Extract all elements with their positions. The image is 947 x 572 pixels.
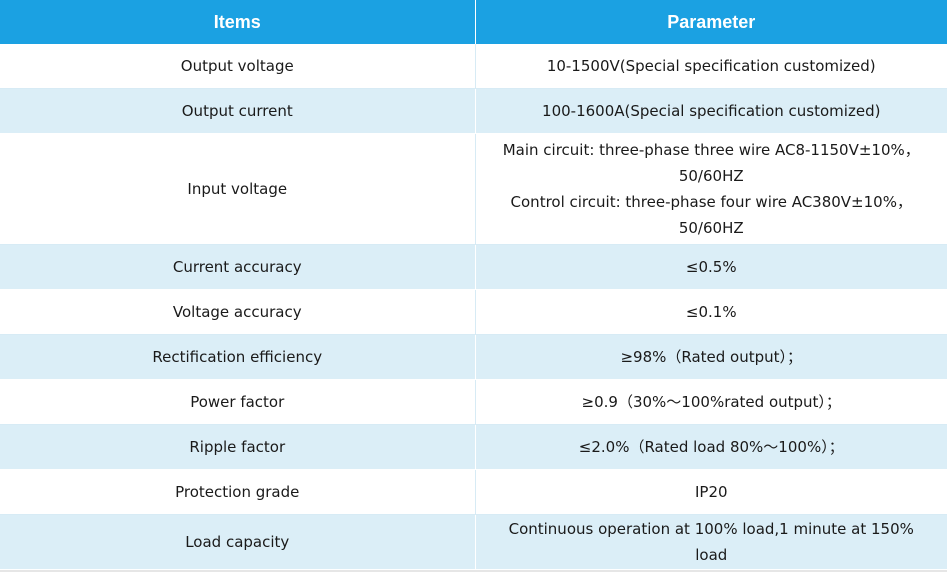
param-line: load bbox=[695, 546, 728, 564]
table-row: Protection grade IP20 bbox=[0, 469, 947, 515]
header-items: Items bbox=[0, 0, 476, 44]
param-line: Continuous operation at 100% load,1 minu… bbox=[508, 520, 914, 538]
item-cell: Input voltage bbox=[0, 133, 476, 245]
table-row: Output current 100-1600A(Special specifi… bbox=[0, 88, 947, 134]
item-cell: Load capacity bbox=[0, 514, 476, 570]
item-cell: Protection grade bbox=[0, 469, 476, 515]
param-cell: IP20 bbox=[475, 469, 947, 515]
param-cell: ≤0.5% bbox=[475, 244, 947, 290]
param-cell: ≤2.0%（Rated load 80%～100%）； bbox=[475, 424, 947, 470]
table-row: Current accuracy ≤0.5% bbox=[0, 244, 947, 290]
param-cell: ≥0.9（30%～100%rated output）； bbox=[475, 379, 947, 425]
table-row: Ripple factor ≤2.0%（Rated load 80%～100%）… bbox=[0, 424, 947, 470]
param-line: 50/60HZ bbox=[678, 167, 744, 185]
item-cell: Output voltage bbox=[0, 44, 476, 89]
header-parameter: Parameter bbox=[475, 0, 947, 44]
param-line: Main circuit: three-phase three wire AC8… bbox=[502, 141, 920, 159]
table-row: Load capacity Continuous operation at 10… bbox=[0, 514, 947, 570]
param-cell: ≥98%（Rated output）； bbox=[475, 334, 947, 380]
item-cell: Output current bbox=[0, 88, 476, 134]
param-line: Control circuit: three-phase four wire A… bbox=[510, 193, 912, 211]
table-row: Output voltage 10-1500V(Special specific… bbox=[0, 44, 947, 89]
param-cell: Continuous operation at 100% load,1 minu… bbox=[475, 514, 947, 570]
header-row: Items Parameter bbox=[0, 0, 947, 44]
param-cell: ≤0.1% bbox=[475, 289, 947, 335]
item-cell: Ripple factor bbox=[0, 424, 476, 470]
table-row: Power factor ≥0.9（30%～100%rated output）； bbox=[0, 379, 947, 425]
item-cell: Current accuracy bbox=[0, 244, 476, 290]
param-cell: 100-1600A(Special specification customiz… bbox=[475, 88, 947, 134]
table-row: Voltage accuracy ≤0.1% bbox=[0, 289, 947, 335]
item-cell: Voltage accuracy bbox=[0, 289, 476, 335]
item-cell: Rectification efficiency bbox=[0, 334, 476, 380]
param-line: 50/60HZ bbox=[678, 219, 744, 237]
table-row: Rectification efficiency ≥98%（Rated outp… bbox=[0, 334, 947, 380]
table-row: Input voltage Main circuit: three-phase … bbox=[0, 133, 947, 245]
param-cell: Main circuit: three-phase three wire AC8… bbox=[475, 133, 947, 245]
item-cell: Power factor bbox=[0, 379, 476, 425]
param-cell: 10-1500V(Special specification customize… bbox=[475, 44, 947, 89]
